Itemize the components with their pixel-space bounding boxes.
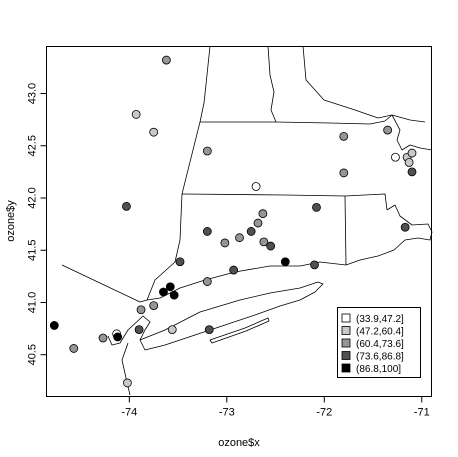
x-tick-label: -72 [316, 407, 332, 419]
x-axis-label: ozone$x [218, 437, 260, 449]
data-points [49, 55, 417, 388]
data-point [407, 167, 417, 177]
data-point [165, 282, 175, 292]
sandbar [209, 317, 270, 344]
border-ny-ma [181, 121, 201, 195]
data-point [122, 201, 131, 211]
legend-swatch [341, 338, 351, 348]
data-point [220, 238, 230, 248]
data-point [400, 222, 410, 232]
data-point [167, 325, 177, 335]
border-ny-nj [61, 264, 148, 303]
data-point [235, 233, 244, 243]
border-vt-nh [267, 45, 277, 123]
data-point [312, 202, 321, 212]
legend-label: (73.6,86.8] [356, 352, 404, 363]
border-nh-me [302, 45, 426, 123]
data-point [339, 131, 349, 141]
y-axis-label: ozone$y [5, 200, 17, 242]
x-tick-label: -71 [414, 407, 430, 419]
coast-ma [391, 114, 433, 151]
data-point [175, 257, 185, 267]
data-point [69, 344, 79, 353]
y-tick-label: 42.5 [27, 135, 39, 156]
data-point [98, 333, 108, 343]
data-point [280, 257, 290, 267]
data-point [202, 227, 212, 236]
data-point [202, 146, 212, 156]
legend-label: (86.8,100] [356, 364, 401, 375]
data-point [246, 227, 256, 236]
data-point [229, 265, 239, 275]
border-ny-ct [146, 193, 183, 301]
legend: (33.9,47.2] (47.2,60.4](60.4,73.6] (73.6,8… [337, 307, 421, 378]
data-point [266, 241, 276, 251]
data-point [134, 325, 144, 335]
data-point [169, 290, 179, 300]
y-axis: 40.5 41.0 41.5 42.0 42.5 43.0 [27, 83, 47, 365]
legend-label: (33.9,47.2] [356, 314, 404, 325]
border-ma-north [200, 114, 393, 125]
y-tick-label: 40.5 [27, 344, 39, 365]
border-ny-vt [199, 45, 211, 123]
data-point [131, 110, 141, 119]
data-point [391, 152, 400, 162]
data-point [161, 55, 171, 65]
data-point [383, 125, 393, 135]
data-point [339, 168, 349, 178]
data-point [136, 305, 146, 315]
data-point [259, 237, 269, 247]
data-point [407, 148, 417, 158]
data-point [122, 378, 132, 388]
data-point [159, 287, 168, 297]
data-point [49, 321, 59, 330]
data-point [202, 277, 212, 286]
legend-swatch [341, 351, 351, 360]
legend-label: (60.4,73.6] [356, 339, 404, 350]
data-point [113, 332, 123, 342]
legend-swatch [341, 363, 351, 373]
y-tick-label: 41.5 [27, 240, 39, 261]
coast-ri-ma [345, 204, 433, 266]
y-tick-label: 41.0 [27, 292, 39, 313]
coast-nj-ny [107, 315, 151, 346]
y-tick-label: 42.0 [27, 187, 39, 208]
legend-swatch [341, 313, 351, 323]
y-tick-label: 43.0 [27, 83, 39, 104]
data-point [149, 127, 159, 137]
border-ct-ri [344, 195, 347, 266]
data-point [251, 182, 261, 191]
x-tick-label: -73 [219, 407, 235, 419]
border-ma-south [181, 193, 388, 211]
data-point [310, 260, 319, 270]
legend-box [337, 307, 421, 378]
legend-swatch [341, 326, 351, 335]
x-axis: -74 -73 -72 -71 [121, 396, 430, 419]
legend-label: (47.2,60.4] [356, 327, 404, 338]
data-point [258, 209, 268, 219]
data-point [253, 218, 263, 228]
data-point [149, 301, 159, 311]
x-tick-label: -74 [121, 407, 137, 419]
data-point [204, 325, 214, 335]
coast-nj [121, 342, 131, 396]
data-point [404, 158, 414, 167]
long-island [139, 281, 324, 351]
